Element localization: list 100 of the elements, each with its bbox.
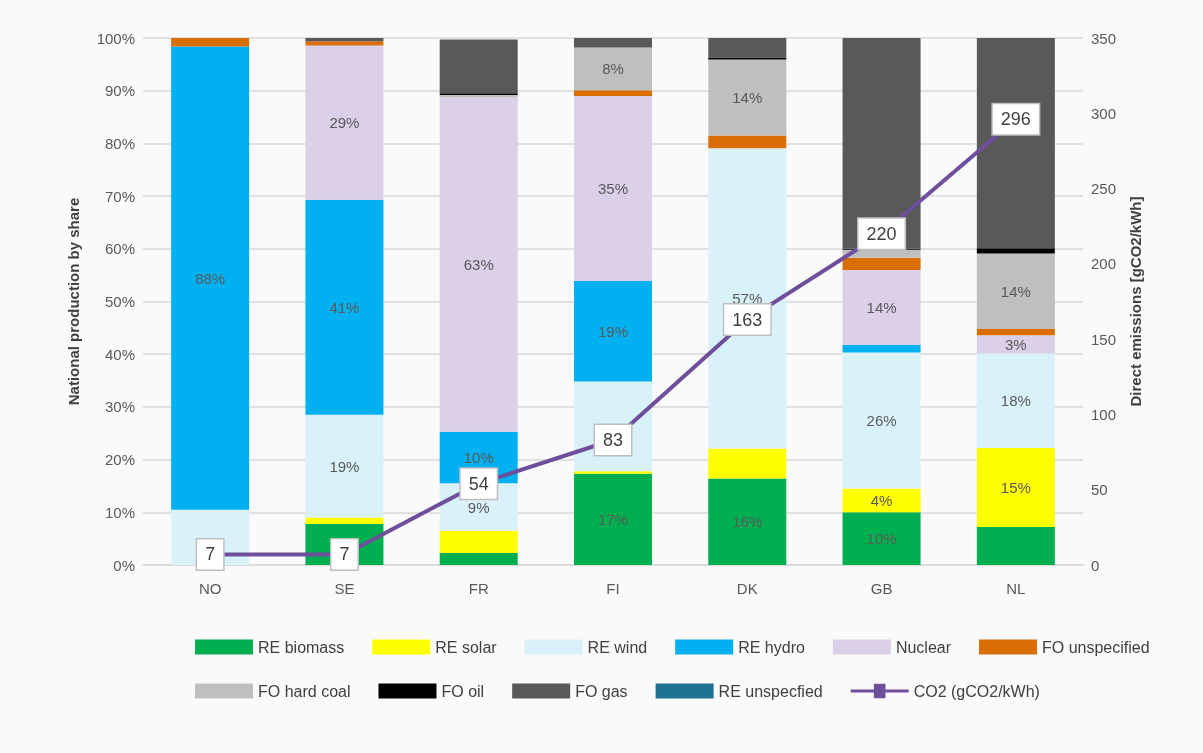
y2-axis-title: Direct emissions [gCO2/kWh] xyxy=(1127,196,1144,407)
bar xyxy=(305,41,384,46)
data-label: 41% xyxy=(329,298,360,316)
bar xyxy=(708,478,787,565)
legend-label: RE hydro xyxy=(738,638,805,656)
data-label: 9% xyxy=(467,498,490,516)
bar xyxy=(574,95,652,281)
data-label: 296 xyxy=(1000,109,1031,130)
y2-tick-label: 50 xyxy=(1091,481,1108,499)
bar xyxy=(842,344,921,353)
data-label: 29% xyxy=(329,114,360,132)
x-tick-label: SE xyxy=(334,580,355,597)
legend-label: RE unspecfied xyxy=(718,682,823,700)
y-tick-label: 0% xyxy=(113,556,135,574)
data-label: 15% xyxy=(1000,479,1031,497)
legend-label: FO gas xyxy=(575,682,628,700)
bar xyxy=(439,552,518,565)
data-label: 163 xyxy=(732,309,763,330)
data-label: 10% xyxy=(463,448,494,466)
y2-tick-label: 200 xyxy=(1091,255,1117,273)
bar xyxy=(708,57,787,60)
bar xyxy=(842,512,921,565)
y-tick-label: 80% xyxy=(104,134,135,152)
data-label: 220 xyxy=(866,223,897,244)
bar xyxy=(708,148,787,449)
data-label: 4% xyxy=(870,491,893,509)
bar xyxy=(574,47,652,91)
data-label: 10% xyxy=(866,530,897,548)
bar xyxy=(976,38,1055,249)
data-label: 3% xyxy=(1005,335,1027,353)
y2-tick-label: 150 xyxy=(1091,330,1117,348)
y-tick-label: 20% xyxy=(104,451,135,469)
bar xyxy=(305,45,384,200)
data-label: 19% xyxy=(329,457,360,475)
bar xyxy=(842,38,921,249)
x-tick-label: FR xyxy=(468,580,489,597)
y2-tick-label: 300 xyxy=(1091,104,1117,122)
bar xyxy=(976,527,1055,565)
data-label: 26% xyxy=(866,412,897,430)
data-label: 8% xyxy=(602,60,624,78)
data-label: 14% xyxy=(732,89,763,107)
bar xyxy=(976,353,1055,449)
data-label: 18% xyxy=(1000,392,1031,410)
bar xyxy=(842,352,921,489)
bar xyxy=(439,39,518,94)
bar xyxy=(171,46,250,510)
data-label: 14% xyxy=(1000,282,1031,300)
data-label: 83 xyxy=(602,430,624,451)
bar xyxy=(574,38,652,48)
bar xyxy=(305,414,384,518)
legend-label: FO hard coal xyxy=(258,682,351,700)
bar xyxy=(305,38,384,42)
y2-tick-label: 350 xyxy=(1091,29,1117,47)
bar xyxy=(439,97,518,432)
x-tick-label: GB xyxy=(870,580,893,597)
bar xyxy=(976,448,1055,528)
data-label: 88% xyxy=(195,269,226,287)
x-tick-label: NL xyxy=(1006,580,1026,597)
legend-label: Nuclear xyxy=(895,638,952,656)
data-label: 16% xyxy=(732,513,763,531)
y-tick-label: 50% xyxy=(104,293,135,310)
bar xyxy=(708,59,787,136)
legend-label: FO oil xyxy=(441,682,485,700)
data-label: 14% xyxy=(866,298,897,316)
data-label: 63% xyxy=(463,256,494,274)
data-label: 17% xyxy=(597,510,629,528)
data-label: 35% xyxy=(597,179,629,197)
legend-label: RE solar xyxy=(435,638,498,656)
y-tick-label: 10% xyxy=(104,503,135,521)
bar xyxy=(976,335,1055,354)
bar xyxy=(574,471,652,474)
bar xyxy=(842,488,921,513)
bar xyxy=(976,253,1055,329)
x-tick-label: DK xyxy=(736,580,758,597)
legend-label: RE wind xyxy=(587,638,648,656)
bar xyxy=(439,530,518,553)
bar xyxy=(708,135,787,149)
data-label: 7 xyxy=(339,544,350,565)
bar xyxy=(305,517,384,524)
y-tick-label: 100% xyxy=(96,29,135,47)
x-tick-label: FI xyxy=(606,580,620,597)
bar xyxy=(574,280,652,382)
legend-label: RE biomass xyxy=(258,638,345,656)
y-tick-label: 70% xyxy=(104,187,135,205)
x-tick-label: NO xyxy=(198,580,222,597)
data-label: 19% xyxy=(597,322,629,340)
bar xyxy=(842,269,921,345)
legend-label: CO2 (gCO2/kWh) xyxy=(913,682,1040,700)
data-label: 7 xyxy=(205,544,216,565)
y-tick-label: 90% xyxy=(104,82,135,100)
bar xyxy=(305,199,384,415)
y2-tick-label: 100 xyxy=(1091,405,1117,423)
bar xyxy=(574,473,652,565)
data-label: 54 xyxy=(468,473,489,494)
bar xyxy=(708,38,787,58)
y2-tick-label: 250 xyxy=(1091,180,1117,198)
y-tick-label: 60% xyxy=(104,240,135,258)
bar xyxy=(171,38,250,47)
y-tick-label: 40% xyxy=(104,345,135,363)
bar xyxy=(976,248,1055,254)
